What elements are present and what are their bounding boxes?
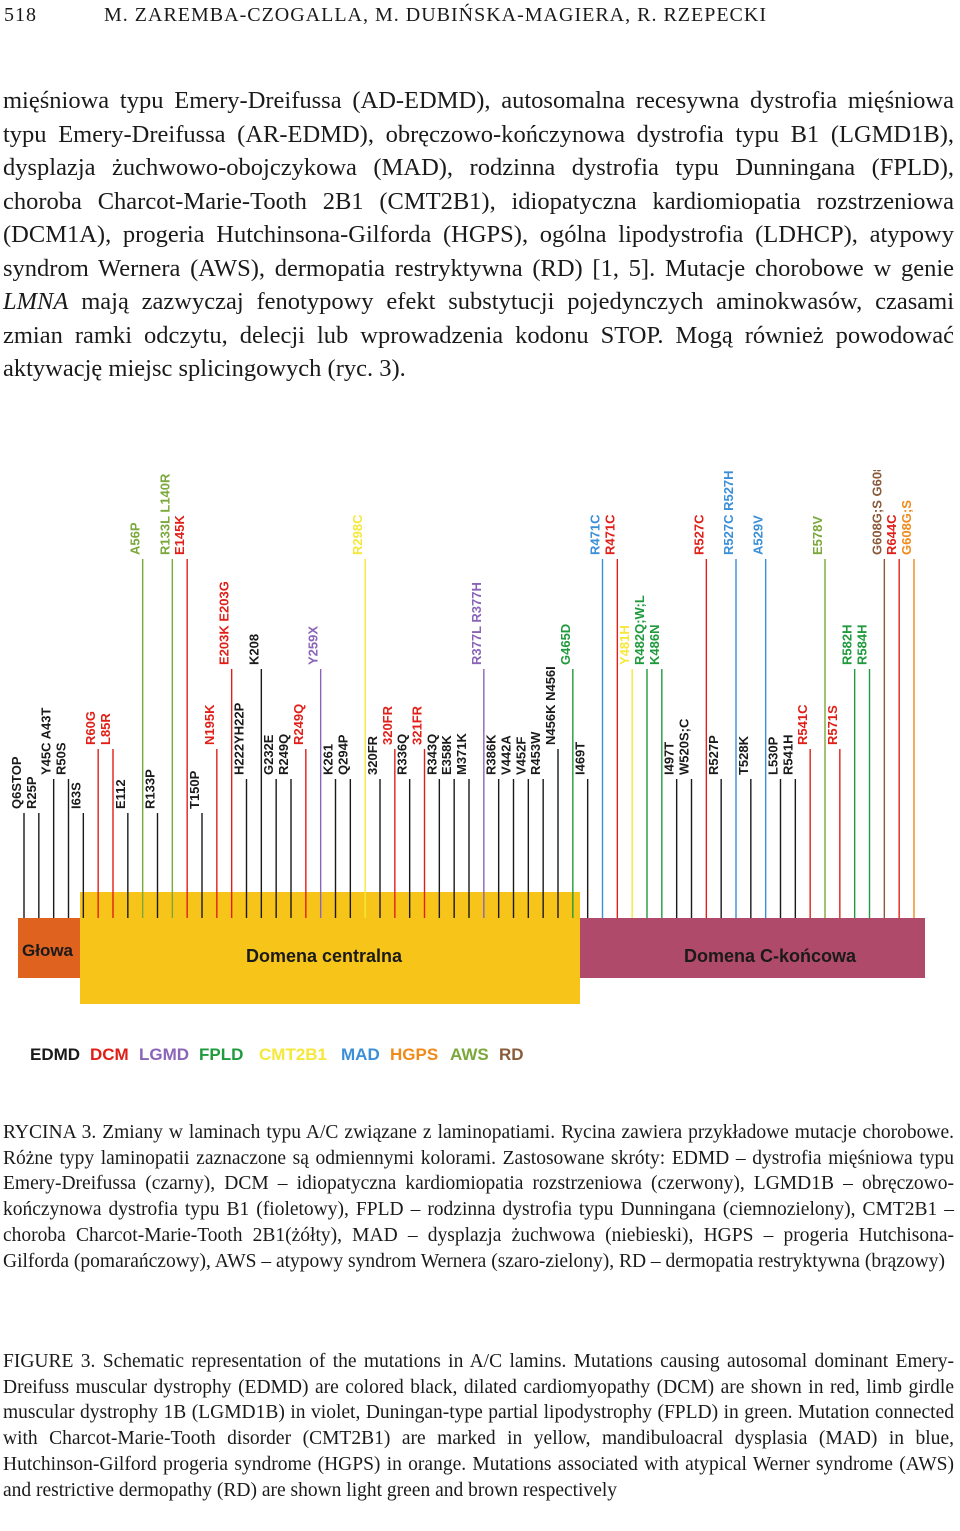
caption-polish: RYCINA 3. Zmiany w laminach typu A/C zwi…: [3, 1120, 954, 1274]
mutation-label: H222YH22P: [232, 702, 247, 775]
mutation-label: R541H: [780, 735, 795, 775]
caption-en-label: FIGURE 3.: [3, 1351, 96, 1372]
mutation-label: R471C: [588, 514, 603, 555]
figure-legend: EDMD DCM LGMD FPLD CMT2B1 MAD HGPS AWS RD: [30, 1045, 524, 1064]
mutation-label: R584H: [855, 625, 870, 665]
domain-c-terminal-bar: [580, 918, 925, 978]
mutation-label: E145K: [172, 515, 187, 555]
mutation-label: I497T: [662, 742, 677, 775]
legend-item: MAD: [341, 1045, 380, 1064]
mutation-label: 321FR: [410, 705, 425, 745]
figure-lamin-mutations: Głowa Domena centralna Domena C-końcowa …: [0, 455, 960, 1110]
legend-item: AWS: [450, 1045, 489, 1064]
mutation-label: E112: [113, 779, 128, 809]
page-number: 518: [4, 4, 37, 26]
caption-english: FIGURE 3. Schematic representation of th…: [3, 1349, 954, 1503]
mutation-label: W520S;C: [677, 718, 692, 775]
legend-item: DCM: [90, 1045, 129, 1064]
mutation-label: G465D: [558, 624, 573, 665]
legend-item: HGPS: [390, 1045, 438, 1064]
mutation-label: K261: [321, 744, 336, 775]
mutation-label: I63S: [68, 782, 83, 809]
mutation-label: R249Q: [291, 704, 306, 745]
domain-central-bar: [80, 892, 580, 1004]
body-text-before: mięśniowa typu Emery-Dreifussa (AD-EDMD)…: [3, 87, 954, 282]
mutation-label: G608G;S: [899, 500, 914, 555]
body-text-after: mają zazwyczaj fenotypowy efekt substytu…: [3, 288, 954, 382]
mutation-label: R527C R527H: [721, 470, 736, 555]
mutation-label: M371K: [454, 732, 469, 775]
mutation-label: R527P: [706, 735, 721, 775]
caption-pl-text: Zmiany w laminach typu A/C związane z la…: [3, 1122, 955, 1272]
mutation-label: R343Q: [424, 734, 439, 775]
mutation-label: Q294P: [335, 734, 350, 775]
mutation-label: E578V: [810, 516, 825, 555]
mutation-label: N195K: [202, 704, 217, 745]
mutation-label: R133P: [143, 769, 158, 809]
mutation-label: R644C: [884, 514, 899, 555]
caption-en-text: Schematic representation of the mutation…: [3, 1351, 954, 1501]
legend-item: EDMD: [30, 1045, 80, 1064]
mutation-label: R133L L140R: [157, 473, 172, 555]
mutation-label: R471C: [602, 514, 617, 555]
mutation-label: R453W: [528, 731, 543, 775]
mutation-label: R25P: [24, 776, 39, 809]
body-paragraph: mięśniowa typu Emery-Dreifussa (AD-EDMD)…: [3, 84, 954, 386]
legend-item: CMT2B1: [259, 1045, 327, 1064]
mutation-label: R482Q;W;L: [632, 595, 647, 665]
legend-item: FPLD: [199, 1045, 243, 1064]
mutation-label: E203K E203G: [217, 581, 232, 665]
mutation-label: R377L R377H: [469, 582, 484, 665]
mutation-label: R249Q: [276, 734, 291, 775]
mutation-label: G608G;S G608G: [869, 470, 884, 555]
mutation-label: 320FR: [365, 735, 380, 775]
mutation-label: R386K: [484, 734, 499, 775]
domain-central-label: Domena centralna: [246, 946, 403, 966]
running-header: 518 M. ZAREMBA-CZOGALLA, M. DUBIŃSKA-MAGI…: [4, 4, 950, 27]
mutation-label: R336Q: [395, 734, 410, 775]
mutation-label: T528K: [736, 735, 751, 775]
mutation-label: A56P: [128, 522, 143, 555]
mutation-label: A529V: [751, 515, 766, 555]
mutation-label: R50S: [54, 742, 69, 775]
domain-c-terminal-label: Domena C-końcowa: [684, 946, 857, 966]
mutation-label: 320FR: [380, 705, 395, 745]
mutation-label: N456K N456I: [543, 666, 558, 745]
mutation-label: R582H: [840, 625, 855, 665]
mutation-label: R527C: [691, 514, 706, 555]
mutation-label: R298C: [350, 514, 365, 555]
mutation-label: R571S: [825, 705, 840, 745]
mutation-label: Y259X: [306, 626, 321, 665]
domain-head-bar: [18, 918, 80, 978]
mutation-label: R60G: [83, 711, 98, 745]
legend-item: LGMD: [139, 1045, 189, 1064]
mutation-label: R541C: [795, 704, 810, 745]
mutation-label: L85R: [98, 713, 113, 745]
mutation-label: L530P: [766, 736, 781, 775]
mutation-label: T150P: [187, 770, 202, 809]
mutation-label: Y481H: [617, 625, 632, 665]
mutation-label: K208: [246, 634, 261, 665]
mutation-label: E358K: [439, 735, 454, 775]
mutation-label: K486N: [647, 625, 662, 665]
caption-pl-label: RYCINA 3.: [3, 1122, 97, 1143]
mutation-label: G232E: [261, 734, 276, 775]
mutation-diagram: Głowa Domena centralna Domena C-końcowa …: [9, 455, 925, 1064]
mutation-label: V442A: [499, 735, 514, 775]
mutation-label: Q6STOP: [9, 756, 24, 809]
legend-item: RD: [499, 1045, 524, 1064]
mutation-label: Y45C A43T: [39, 708, 54, 775]
mutation-label: I469T: [573, 742, 588, 775]
header-authors: M. ZAREMBA-CZOGALLA, M. DUBIŃSKA-MAGIERA…: [104, 4, 767, 26]
mutation-label: V452F: [513, 737, 528, 775]
gene-name: LMNA: [3, 288, 69, 315]
domain-head-label: Głowa: [22, 941, 74, 960]
